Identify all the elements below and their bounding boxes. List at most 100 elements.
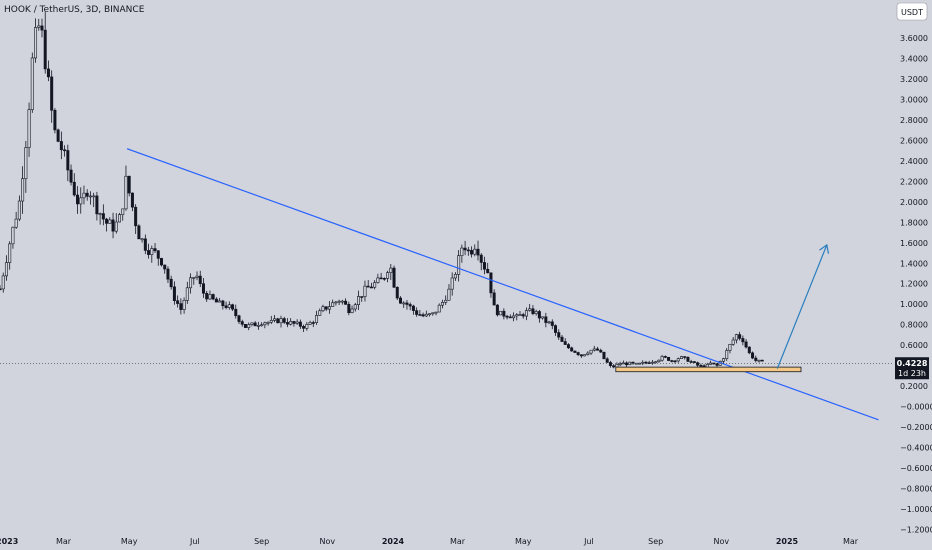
candle-body bbox=[482, 262, 486, 270]
candle-body bbox=[40, 25, 44, 31]
candle-body bbox=[524, 310, 528, 317]
price-tick-label: −1.2000 bbox=[900, 525, 932, 534]
candle-body bbox=[85, 192, 89, 197]
candle-body bbox=[751, 352, 755, 359]
time-tick-label: 2024 bbox=[382, 537, 405, 546]
candle-body bbox=[337, 300, 341, 303]
time-tick-label: Sep bbox=[254, 537, 269, 546]
candle-body bbox=[14, 218, 18, 228]
candle-body bbox=[340, 300, 344, 303]
candle-body bbox=[444, 299, 448, 303]
candle-body bbox=[428, 313, 432, 316]
price-tick-label: 2.6000 bbox=[900, 137, 928, 146]
candle-body bbox=[434, 311, 438, 314]
candle-body bbox=[654, 361, 658, 363]
candle-body bbox=[476, 248, 480, 256]
candle-body bbox=[357, 296, 361, 305]
candle-body bbox=[198, 275, 202, 284]
candle-body bbox=[741, 338, 745, 343]
candle-body bbox=[696, 362, 700, 366]
price-tick-label: 2.8000 bbox=[900, 116, 928, 125]
candle-body bbox=[59, 141, 63, 151]
candle-body bbox=[182, 300, 186, 310]
price-tick-label: −0.6000 bbox=[900, 464, 932, 473]
price-tick-label: 0.6000 bbox=[900, 341, 928, 350]
candle-body bbox=[295, 321, 299, 324]
candle-body bbox=[298, 321, 302, 327]
projection-arrow[interactable] bbox=[776, 244, 828, 369]
candle-body bbox=[192, 277, 196, 279]
candle-body bbox=[0, 288, 2, 291]
candle-body bbox=[56, 129, 60, 142]
candle-body bbox=[731, 339, 735, 345]
current-price-label: 0.4228 1d 23h bbox=[895, 357, 929, 380]
candle-body bbox=[744, 341, 748, 348]
time-tick-label: May bbox=[515, 537, 532, 546]
candle-body bbox=[725, 350, 729, 359]
candle-body bbox=[418, 314, 422, 316]
candle-body bbox=[285, 322, 289, 325]
candle-body bbox=[21, 178, 25, 202]
candle-body bbox=[453, 274, 457, 279]
candle-body bbox=[686, 357, 690, 362]
candle-body bbox=[24, 147, 28, 179]
candle-body bbox=[208, 294, 212, 300]
candle-body bbox=[405, 302, 409, 305]
candle-body bbox=[327, 306, 331, 310]
candle-body bbox=[150, 248, 154, 255]
candle-body bbox=[353, 304, 357, 310]
candle-body bbox=[599, 349, 603, 353]
candle-body bbox=[305, 324, 309, 329]
candle-body bbox=[660, 356, 664, 361]
candle-body bbox=[663, 356, 667, 358]
candle-body bbox=[43, 29, 47, 70]
candle-body bbox=[130, 192, 134, 208]
candle-body bbox=[156, 250, 160, 259]
candle-body bbox=[134, 206, 138, 227]
candle-body bbox=[276, 318, 280, 324]
candle-body bbox=[147, 250, 151, 255]
price-axis[interactable]: 3.6000 3.4000 3.2000 3.0000 2.8000 2.6000 2.40… bbox=[900, 34, 932, 534]
candle-body bbox=[17, 200, 21, 220]
candle-body bbox=[176, 300, 180, 304]
candle-body bbox=[347, 304, 351, 314]
candle-body bbox=[189, 277, 193, 289]
candle-body bbox=[137, 225, 141, 240]
candle-body bbox=[544, 316, 548, 323]
candle-body bbox=[76, 194, 80, 205]
candle-body bbox=[547, 321, 551, 324]
candle-body bbox=[153, 248, 157, 252]
time-axis[interactable]: 2023 Mar May Jul Sep Nov 2024 Mar May Jul Sep Nov 20… bbox=[0, 537, 859, 546]
candle-body bbox=[531, 308, 535, 314]
candle-body bbox=[315, 315, 319, 323]
candle-body bbox=[398, 297, 402, 304]
descending-trendline[interactable] bbox=[126, 148, 879, 421]
candle-body bbox=[537, 311, 541, 319]
currency-badge[interactable]: USDT bbox=[896, 2, 928, 21]
candle-body bbox=[247, 324, 251, 328]
candle-body bbox=[331, 302, 335, 307]
arrowhead-icon bbox=[819, 243, 830, 254]
price-tick-label: 3.4000 bbox=[900, 55, 928, 64]
candle-body bbox=[760, 359, 764, 362]
candle-body bbox=[489, 272, 493, 294]
candle-body bbox=[541, 316, 545, 319]
support-zone[interactable] bbox=[615, 366, 802, 373]
candle-body bbox=[4, 262, 8, 277]
candle-body bbox=[179, 303, 183, 310]
candle-body bbox=[402, 302, 406, 305]
candle-body bbox=[421, 314, 425, 317]
drawings-layer bbox=[0, 148, 893, 421]
candle-body bbox=[715, 363, 719, 366]
candle-body bbox=[201, 283, 205, 294]
candle-body bbox=[292, 321, 296, 324]
time-tick-label: Mar bbox=[56, 537, 72, 546]
candle-body bbox=[431, 312, 435, 315]
price-tick-label: −0.8000 bbox=[900, 484, 932, 493]
price-tick-label: 1.0000 bbox=[900, 300, 928, 309]
candle-body bbox=[596, 348, 600, 351]
candle-body bbox=[321, 306, 325, 312]
candle-body bbox=[679, 356, 683, 359]
